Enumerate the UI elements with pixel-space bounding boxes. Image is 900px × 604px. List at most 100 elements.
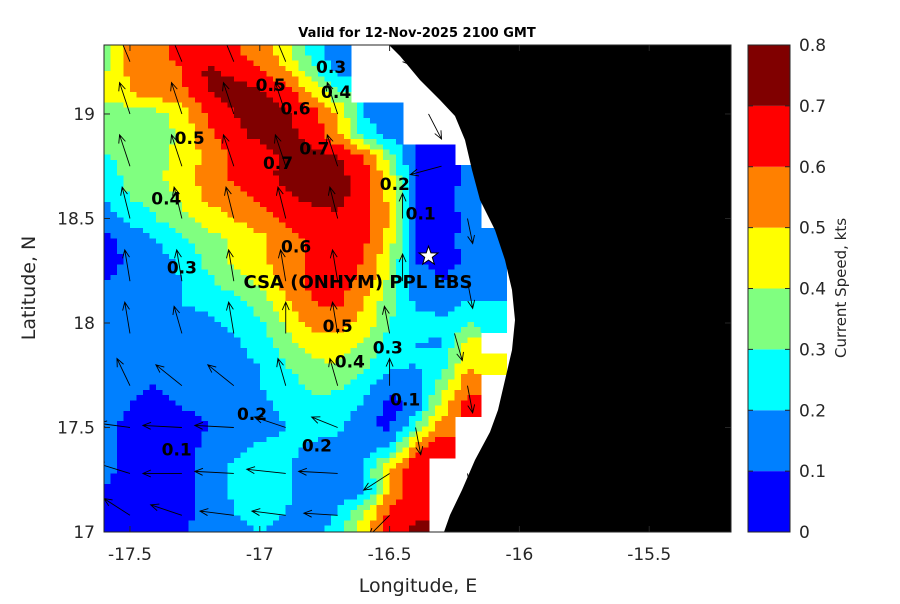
speed-cell [266, 483, 274, 490]
speed-cell [117, 416, 125, 422]
speed-field [104, 45, 508, 532]
speed-cell [448, 436, 456, 443]
speed-cell [272, 274, 281, 281]
speed-cell [240, 332, 248, 339]
speed-cell [402, 175, 410, 182]
speed-cell [175, 510, 183, 517]
speed-cell [194, 45, 203, 51]
speed-cell [117, 374, 125, 381]
speed-cell [188, 332, 196, 339]
speed-cell [376, 342, 384, 349]
speed-cell [331, 274, 339, 281]
speed-cell [110, 473, 118, 480]
speed-cell [422, 165, 430, 172]
speed-cell [376, 389, 384, 396]
speed-cell [253, 301, 261, 307]
speed-cell [117, 348, 125, 355]
speed-cell [117, 311, 125, 318]
speed-cell [441, 243, 449, 250]
speed-cell [194, 207, 203, 213]
speed-cell [214, 65, 222, 72]
speed-cell [227, 473, 235, 480]
speed-cell [402, 243, 410, 250]
speed-cell [181, 442, 190, 449]
speed-cell [272, 227, 281, 234]
speed-cell [474, 201, 482, 208]
speed-cell [409, 301, 417, 307]
speed-cell [376, 363, 384, 370]
speed-cell [123, 97, 131, 104]
speed-cell [123, 50, 131, 57]
speed-cell [155, 400, 164, 407]
speed-cell [227, 504, 235, 511]
speed-cell [363, 301, 371, 307]
speed-cell [396, 321, 404, 328]
speed-cell [233, 92, 242, 98]
speed-cell [130, 60, 138, 67]
speed-cell [117, 160, 125, 166]
speed-cell [357, 348, 365, 355]
speed-cell [181, 520, 190, 527]
speed-cell [389, 139, 397, 146]
speed-cell [324, 280, 332, 287]
speed-cell [292, 416, 300, 422]
speed-cell [363, 369, 371, 375]
speed-cell [422, 248, 430, 255]
speed-cell [435, 342, 443, 349]
speed-cell [454, 280, 462, 287]
speed-cell [305, 405, 313, 412]
speed-cell [168, 473, 177, 480]
speed-cell [175, 285, 183, 292]
speed-cell [194, 447, 203, 454]
speed-cell [428, 295, 436, 302]
speed-cell [292, 353, 300, 360]
speed-cell [480, 290, 488, 297]
speed-cell [155, 201, 164, 208]
speed-cell [272, 290, 281, 297]
speed-cell [448, 207, 456, 213]
speed-cell [259, 348, 268, 355]
speed-cell [337, 212, 345, 219]
speed-cell [272, 463, 281, 469]
speed-cell [467, 379, 475, 386]
speed-cell [409, 389, 417, 396]
speed-cell [298, 384, 306, 391]
speed-cell [227, 280, 235, 287]
speed-cell [415, 321, 423, 328]
speed-cell [168, 290, 177, 297]
speed-cell [136, 442, 144, 449]
speed-cell [344, 457, 352, 464]
speed-cell [389, 374, 397, 381]
speed-cell [149, 186, 157, 193]
speed-cell [344, 128, 352, 135]
speed-cell [227, 248, 235, 255]
speed-cell [298, 165, 306, 172]
speed-cell [409, 290, 417, 297]
speed-cell [272, 65, 281, 72]
speed-cell [428, 431, 436, 438]
speed-cell [474, 316, 482, 323]
speed-cell [298, 452, 306, 459]
speed-cell [285, 337, 293, 344]
speed-cell [396, 457, 404, 464]
speed-cell [376, 139, 384, 146]
speed-cell [272, 233, 281, 240]
speed-cell [155, 316, 164, 323]
speed-cell [240, 321, 248, 328]
speed-cell [370, 410, 378, 417]
speed-cell [272, 384, 281, 391]
speed-cell [130, 452, 138, 459]
speed-cell [188, 295, 196, 302]
speed-cell [227, 442, 235, 449]
speed-cell [233, 196, 242, 203]
speed-cell [331, 180, 339, 187]
speed-cell [363, 358, 371, 365]
speed-cell [461, 290, 469, 297]
speed-cell [376, 217, 384, 224]
speed-cell [324, 468, 332, 475]
speed-cell [181, 227, 190, 234]
speed-cell [194, 165, 203, 172]
speed-cell [279, 395, 287, 402]
speed-cell [188, 353, 196, 360]
speed-cell [292, 332, 300, 339]
